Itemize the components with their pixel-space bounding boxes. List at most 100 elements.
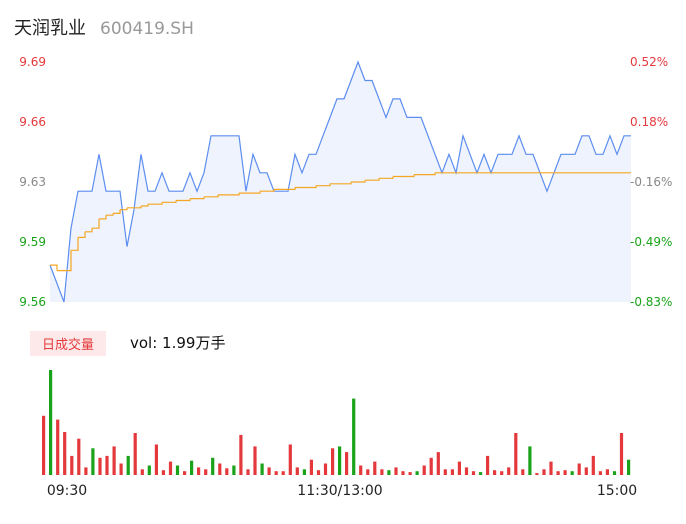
- volume-bar: [563, 470, 567, 475]
- x-tick-label: 11:30/13:00: [297, 483, 382, 499]
- volume-bar: [415, 471, 419, 475]
- volume-bar: [493, 470, 497, 475]
- volume-bar: [225, 468, 229, 475]
- volume-bar: [323, 463, 328, 475]
- y-tick-right: -0.16%: [630, 175, 672, 189]
- volume-bar: [204, 469, 208, 475]
- y-tick-right: 0.18%: [630, 115, 668, 129]
- volume-bar: [197, 467, 201, 475]
- volume-bar: [612, 471, 617, 475]
- volume-bar: [154, 444, 158, 475]
- volume-bar: [183, 471, 187, 475]
- volume-bar: [457, 461, 461, 475]
- volume-bar: [49, 370, 53, 475]
- volume-bar: [119, 463, 123, 475]
- stock-name: 天润乳业: [14, 18, 86, 39]
- volume-bar: [338, 446, 342, 475]
- volume-bar: [584, 467, 588, 475]
- y-tick-right: -0.83%: [630, 295, 672, 309]
- volume-bar: [281, 471, 285, 475]
- volume-bar: [91, 448, 95, 475]
- volume-bar: [471, 471, 476, 475]
- volume-bar: [450, 469, 454, 475]
- volume-bar: [239, 434, 243, 475]
- volume-bar: [514, 433, 518, 475]
- volume-bar: [133, 433, 137, 475]
- volume-bar: [140, 469, 144, 475]
- volume-bar: [528, 446, 532, 475]
- stock-header: 天润乳业 600419.SH: [14, 14, 194, 40]
- volume-bar: [161, 470, 165, 475]
- x-tick-label: 09:30: [47, 483, 87, 499]
- volume-bar: [366, 469, 370, 475]
- y-tick-left: 9.59: [19, 235, 46, 249]
- volume-bar: [77, 438, 81, 475]
- price-area: [50, 62, 631, 302]
- volume-bar: [549, 461, 553, 475]
- volume-bar: [84, 467, 88, 475]
- volume-bar: [443, 469, 447, 475]
- volume-bar: [605, 469, 609, 475]
- volume-bar: [387, 470, 391, 475]
- volume-bar: [507, 467, 511, 475]
- y-tick-right: 0.52%: [630, 55, 668, 69]
- volume-bar: [168, 461, 173, 475]
- volume-bar: [267, 467, 271, 475]
- volume-bar: [408, 472, 412, 475]
- volume-bar: [598, 471, 602, 475]
- volume-bar: [70, 455, 74, 475]
- y-tick-left: 9.66: [19, 115, 46, 129]
- volume-bar: [627, 459, 631, 475]
- volume-bar: [535, 473, 539, 475]
- volume-bar: [126, 455, 130, 475]
- volume-bar: [500, 471, 504, 475]
- volume-bar: [295, 467, 299, 475]
- volume-bar: [112, 446, 116, 475]
- volume-bar: [577, 463, 581, 475]
- volume-bar: [63, 432, 67, 475]
- price-chart: 9.69 9.66 9.63 9.59 9.56 0.52% 0.18% -0.16% -0.4…: [19, 55, 672, 309]
- stock-code: 600419.SH: [100, 19, 194, 39]
- y-tick-left: 9.63: [19, 175, 46, 189]
- volume-bar: [211, 457, 215, 475]
- volume-bar: [380, 469, 384, 475]
- volume-bar: [232, 465, 236, 475]
- volume-bar: [422, 465, 426, 475]
- volume-bar: [521, 469, 525, 475]
- volume-readout: vol: 1.99万手: [130, 334, 226, 352]
- volume-bar: [479, 472, 483, 475]
- price-line: [49, 60, 631, 303]
- volume-bar: [464, 467, 469, 475]
- volume-bar: [556, 471, 560, 475]
- volume-bar: [274, 471, 278, 475]
- volume-bar: [98, 457, 102, 475]
- volume-bar: [542, 469, 546, 475]
- volume-bar: [352, 398, 356, 475]
- volume-bar: [253, 446, 257, 475]
- volume-bar: [316, 470, 321, 475]
- average-line: [50, 172, 631, 272]
- volume-bar: [619, 433, 624, 475]
- volume-bar: [218, 463, 222, 475]
- volume-bar: [591, 455, 595, 475]
- volume-bar: [147, 465, 151, 475]
- volume-bar: [288, 444, 292, 475]
- volume-bar: [246, 469, 250, 475]
- volume-bar: [175, 465, 180, 475]
- volume-bar: [331, 448, 335, 475]
- volume-bar: [42, 415, 46, 475]
- volume-tab[interactable]: 日成交量: [30, 331, 107, 356]
- volume-bar: [429, 457, 433, 475]
- volume-bar: [373, 461, 377, 475]
- volume-bar: [309, 459, 313, 475]
- volume-bar: [56, 419, 60, 475]
- volume-bar: [260, 463, 264, 475]
- volume-bar: [436, 452, 440, 475]
- volume-bar: [359, 465, 363, 475]
- volume-bar: [394, 467, 398, 475]
- volume-bar: [486, 455, 490, 475]
- x-tick-label: 15:00: [597, 483, 637, 499]
- y-tick-right: -0.49%: [630, 235, 672, 249]
- volume-bar: [105, 455, 109, 475]
